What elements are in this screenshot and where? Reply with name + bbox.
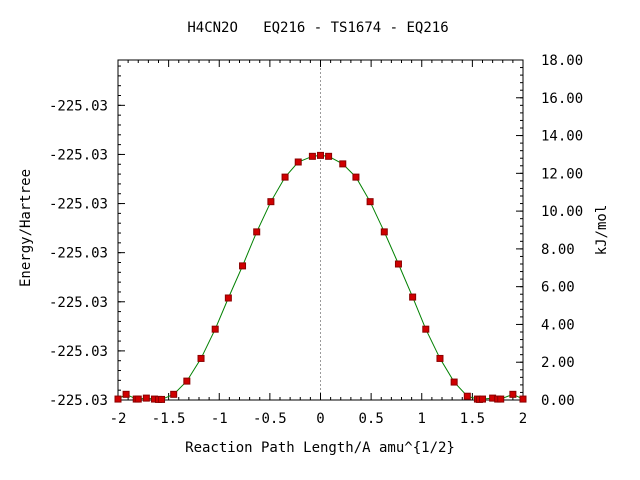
data-point-marker xyxy=(158,395,166,403)
y-tick-label: -225.03 xyxy=(49,197,108,213)
y-tick-label: -225.03 xyxy=(49,246,108,262)
data-point-marker xyxy=(366,198,374,206)
data-point-marker xyxy=(479,395,486,403)
data-point-marker xyxy=(325,152,333,160)
data-point-marker xyxy=(294,158,302,166)
y2-tick-label: 14.00 xyxy=(541,129,583,145)
data-point-marker xyxy=(122,390,130,398)
data-point-marker xyxy=(497,395,505,403)
x-tick-label: 2 xyxy=(519,411,527,427)
data-point-marker xyxy=(339,160,347,168)
data-point-marker xyxy=(394,260,402,268)
data-point-marker xyxy=(450,378,458,386)
x-tick-label: -1 xyxy=(211,411,228,427)
y2-tick-label: 2.00 xyxy=(541,355,575,371)
y2-tick-label: 12.00 xyxy=(541,166,583,182)
data-point-marker xyxy=(224,294,232,302)
y2-tick-label: 0.00 xyxy=(541,393,575,409)
x-tick-label: -2 xyxy=(110,411,127,427)
data-point-marker xyxy=(239,262,247,270)
data-point-marker xyxy=(183,377,191,385)
x-tick-label: 0 xyxy=(316,411,324,427)
data-point-marker xyxy=(253,228,261,236)
y2-tick-label: 6.00 xyxy=(541,280,575,296)
y2-tick-label: 18.00 xyxy=(541,53,583,69)
y-tick-label: -225.03 xyxy=(49,344,108,360)
data-point-marker xyxy=(422,325,430,333)
y2-tick-label: 16.00 xyxy=(541,91,583,107)
x-axis-label: Reaction Path Length/A amu^{1/2} xyxy=(185,440,455,456)
data-point-marker xyxy=(436,354,444,362)
data-point-marker xyxy=(509,390,517,398)
data-point-marker xyxy=(142,394,150,402)
data-point-marker xyxy=(352,173,360,181)
y2-tick-label: 8.00 xyxy=(541,242,575,258)
data-point-marker xyxy=(114,395,122,403)
y-tick-label: -225.03 xyxy=(49,98,108,114)
data-point-marker xyxy=(317,151,324,159)
x-tick-label: 1 xyxy=(418,411,426,427)
data-point-marker xyxy=(134,395,142,403)
data-point-marker xyxy=(409,293,417,301)
y-tick-label: -225.03 xyxy=(49,393,108,409)
chart-title: H4CN2O EQ216 - TS1674 - EQ216 xyxy=(187,20,448,36)
y2-tick-label: 10.00 xyxy=(541,204,583,220)
x-tick-label: 0.5 xyxy=(358,411,383,427)
data-point-marker xyxy=(267,198,275,206)
y-tick-label: -225.03 xyxy=(49,147,108,163)
y-tick-label: -225.03 xyxy=(49,295,108,311)
data-point-marker xyxy=(211,325,219,333)
x-tick-label: -1.5 xyxy=(152,411,186,427)
tick-labels-group: -2 -1.5 -1 -0.5 0 0.5 1 1.5 2 -225.03 -225.03 -225.… xyxy=(49,53,583,427)
data-markers-group xyxy=(114,151,527,403)
x-tick-label: 1.5 xyxy=(460,411,485,427)
y2-axis-label: kJ/mol xyxy=(594,205,610,256)
y2-tick-label: 4.00 xyxy=(541,317,575,333)
data-point-marker xyxy=(281,173,289,181)
data-point-marker xyxy=(380,228,388,236)
data-point-marker xyxy=(308,152,316,160)
y-axis-label: Energy/Hartree xyxy=(18,169,34,287)
data-point-marker xyxy=(519,395,527,403)
data-point-marker xyxy=(197,354,205,362)
x-tick-label: -0.5 xyxy=(253,411,287,427)
data-point-marker xyxy=(170,390,178,398)
data-point-marker xyxy=(463,392,471,400)
